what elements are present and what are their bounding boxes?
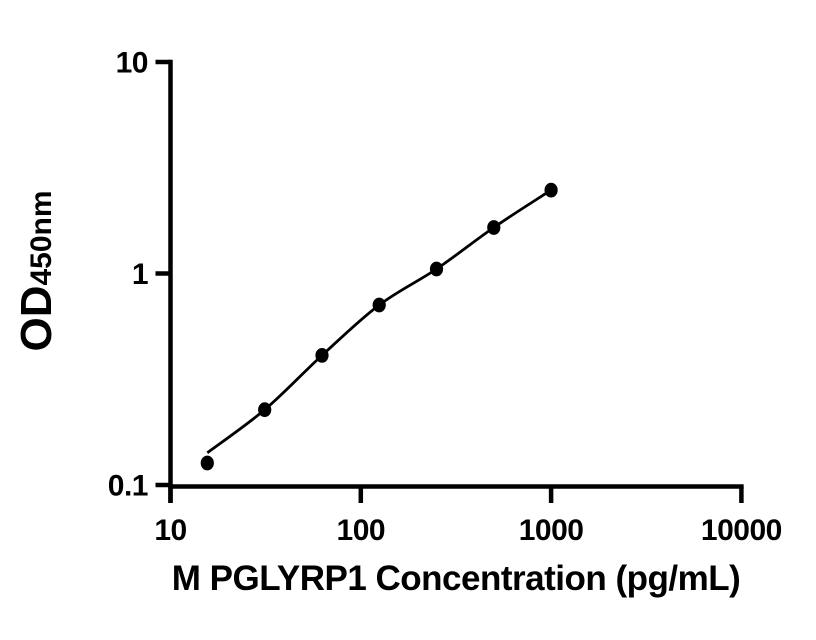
data-point-marker <box>258 402 272 418</box>
data-point-marker <box>315 348 329 363</box>
data-point-marker <box>544 182 558 198</box>
data-point-marker <box>200 455 214 471</box>
data-point-marker <box>372 297 386 313</box>
data-point-marker <box>429 261 444 277</box>
y-tick-label: 1 <box>132 258 148 291</box>
x-tick-label: 1000 <box>519 514 584 547</box>
y-axis-title-subscript: 450nm <box>25 190 58 286</box>
y-tick-label: 0.1 <box>108 470 148 503</box>
y-axis-title-main: OD <box>12 285 61 352</box>
x-tick-label: 10000 <box>701 514 782 547</box>
x-tick-label: 100 <box>337 514 386 547</box>
x-tick-label: 10 <box>154 514 186 547</box>
x-axis-title: M PGLYRP1 Concentration (pg/mL) <box>171 559 741 598</box>
y-axis-title: OD450nm <box>12 190 61 352</box>
y-tick-label: 10 <box>116 47 148 80</box>
data-point-marker <box>487 220 501 235</box>
